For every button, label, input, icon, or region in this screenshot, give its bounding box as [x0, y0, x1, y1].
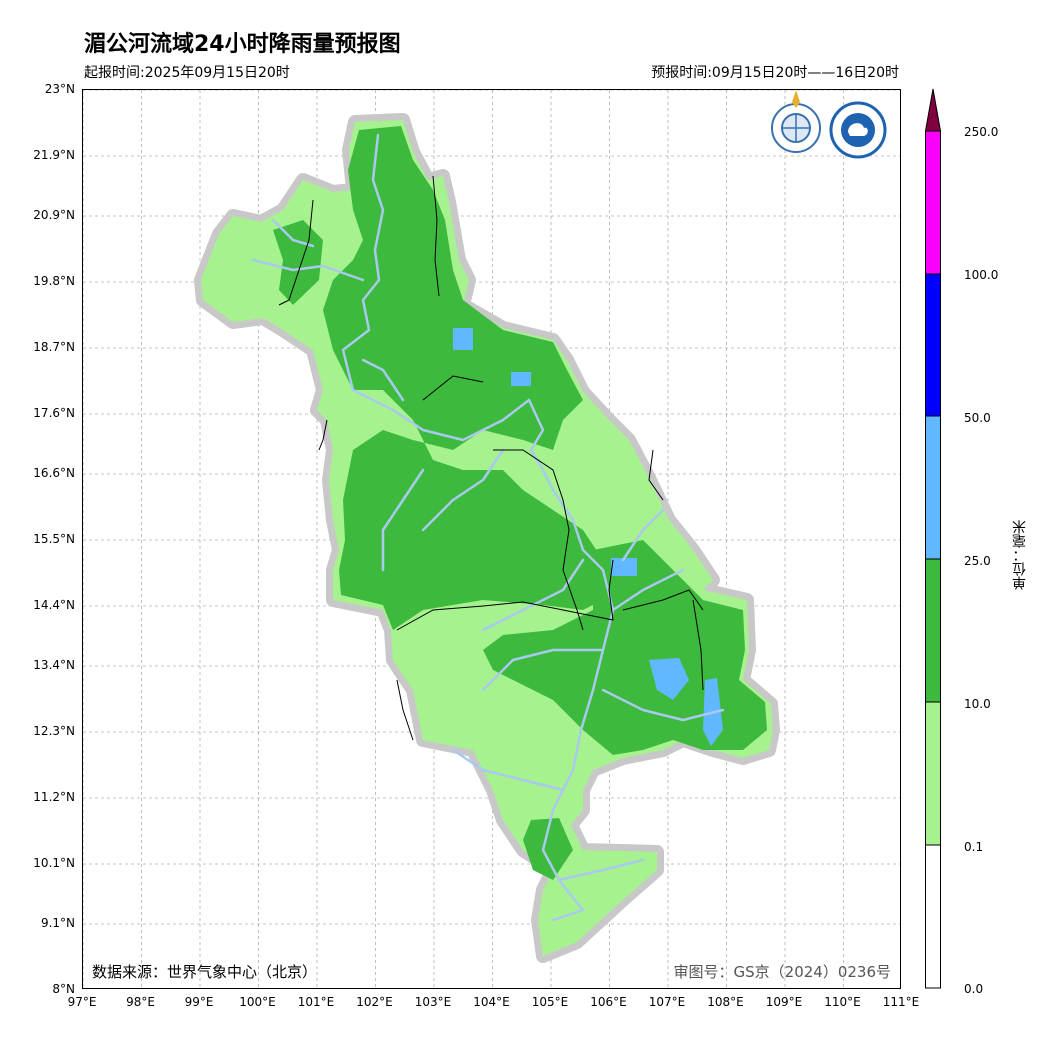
country-boundaries [278, 175, 704, 741]
map-title: 湄公河流域24小时降雨量预报图 [84, 32, 401, 57]
lat-tick-label: 18.7°N [33, 340, 75, 354]
unit-label: 单位：毫米 [1012, 520, 1028, 590]
lat-tick-label: 23°N [44, 82, 75, 96]
lat-tick-label: 19.8°N [33, 274, 75, 288]
lon-tick-label: 111°E [882, 995, 920, 1009]
lon-tick-label: 107°E [648, 995, 686, 1009]
scale-tick-label: 10.0 [964, 697, 991, 711]
rain-heavy-patch [511, 372, 531, 386]
lat-tick-label: 17.6°N [33, 406, 75, 420]
cma-logo [829, 101, 887, 159]
lat-tick-label: 20.9°N [33, 208, 75, 222]
scale-segment-6 [925, 88, 941, 132]
lat-tick-label: 9.1°N [40, 916, 75, 930]
rain-moderate-patch-west [273, 220, 323, 305]
lat-tick-label: 21.9°N [33, 148, 75, 162]
scale-tick-label: 25.0 [964, 554, 991, 568]
map-panel [82, 89, 901, 989]
scale-segment-2 [925, 558, 941, 703]
scale-segment-5 [925, 130, 941, 275]
lat-tick-label: 16.6°N [33, 466, 75, 480]
forecast-time: 预报时间:09月15日20时——16日20时 [651, 65, 899, 81]
lat-tick-label: 12.3°N [33, 724, 75, 738]
issue-time: 起报时间:2025年09月15日20时 [84, 65, 290, 81]
lon-tick-label: 105°E [531, 995, 569, 1009]
lon-tick-label: 102°E [356, 995, 393, 1009]
lon-tick-label: 99°E [184, 995, 214, 1009]
lon-tick-label: 108°E [707, 995, 744, 1009]
scale-tick-label: 0.1 [964, 840, 984, 854]
color-scale-bar [925, 88, 941, 989]
rain-moderate-region-east [483, 540, 767, 755]
scale-tick-label: 50.0 [964, 411, 991, 425]
lon-tick-label: 98°E [126, 995, 155, 1009]
map-canvas [83, 90, 900, 988]
lat-tick-label: 8°N [52, 982, 75, 996]
wmo-logo [771, 90, 821, 153]
lat-tick-label: 14.4°N [33, 598, 75, 612]
rain-heavy-patch [453, 328, 473, 350]
rain-heavy-patch [649, 658, 689, 700]
scale-tick-label: 250.0 [964, 125, 999, 139]
lon-tick-label: 103°E [414, 995, 452, 1009]
lon-tick-label: 109°E [765, 995, 803, 1009]
lon-tick-label: 110°E [824, 995, 861, 1009]
lat-tick-label: 13.4°N [33, 658, 75, 672]
scale-segment-3 [925, 415, 941, 560]
lat-tick-label: 11.2°N [33, 790, 75, 804]
lon-tick-label: 104°E [473, 995, 510, 1009]
rain-heavy-patch [611, 558, 637, 576]
river-network [251, 133, 725, 922]
rain-moderate-region-north [323, 126, 623, 630]
scale-tick-label: 0.0 [964, 982, 984, 996]
scale-tick-label: 100.0 [964, 268, 999, 282]
lat-tick-label: 10.1°N [33, 856, 75, 870]
scale-segment-0 [925, 844, 941, 989]
lon-tick-label: 106°E [590, 995, 627, 1009]
data-source: 数据来源：世界气象中心（北京） [92, 963, 318, 981]
review-number: 审图号：GS京（2024）0236号 [673, 963, 892, 981]
lon-tick-label: 100°E [239, 995, 276, 1009]
scale-segment-4 [925, 273, 941, 417]
lat-tick-label: 15.5°N [33, 532, 75, 546]
lon-tick-label: 101°E [297, 995, 335, 1009]
scale-segment-1 [925, 701, 941, 846]
lon-tick-label: 97°E [67, 995, 97, 1009]
rain-moderate-region-south [523, 818, 573, 880]
